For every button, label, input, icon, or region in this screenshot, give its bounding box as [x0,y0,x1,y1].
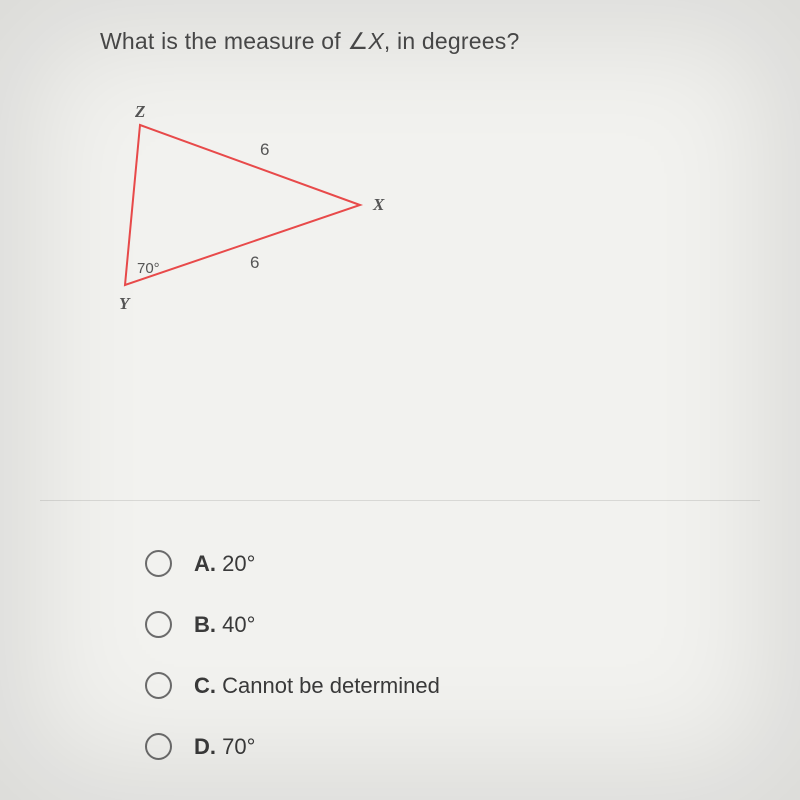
answer-choices: A. 20° B. 40° C. Cannot be determined D.… [145,550,440,760]
side-label-zx: 6 [260,140,269,160]
choice-c[interactable]: C. Cannot be determined [145,672,440,699]
choice-text: A. 20° [194,551,255,577]
choice-letter: B. [194,612,216,637]
choice-value: 40° [222,612,255,637]
choice-a[interactable]: A. 20° [145,550,440,577]
choice-text: B. 40° [194,612,255,638]
question-text: What is the measure of ∠X, in degrees? [100,28,519,55]
question-variable: X [368,28,384,54]
section-divider [40,500,760,501]
choice-text: C. Cannot be determined [194,673,440,699]
triangle-diagram: Z X Y 6 6 70° [115,110,415,330]
radio-icon [145,611,172,638]
choice-value: 20° [222,551,255,576]
choice-b[interactable]: B. 40° [145,611,440,638]
choice-letter: C. [194,673,216,698]
choice-letter: D. [194,734,216,759]
side-label-yx: 6 [250,253,259,273]
triangle-shape [125,125,360,285]
radio-icon [145,672,172,699]
choice-value: Cannot be determined [222,673,440,698]
question-suffix: , in degrees? [384,28,520,54]
angle-label-y: 70° [137,260,160,277]
radio-icon [145,550,172,577]
radio-icon [145,733,172,760]
vertex-label-x: X [373,195,384,215]
choice-letter: A. [194,551,216,576]
question-prefix: What is the measure of [100,28,347,54]
choice-text: D. 70° [194,734,255,760]
choice-d[interactable]: D. 70° [145,733,440,760]
vertex-label-y: Y [119,294,129,314]
angle-symbol: ∠ [347,28,368,54]
choice-value: 70° [222,734,255,759]
vertex-label-z: Z [135,102,145,122]
